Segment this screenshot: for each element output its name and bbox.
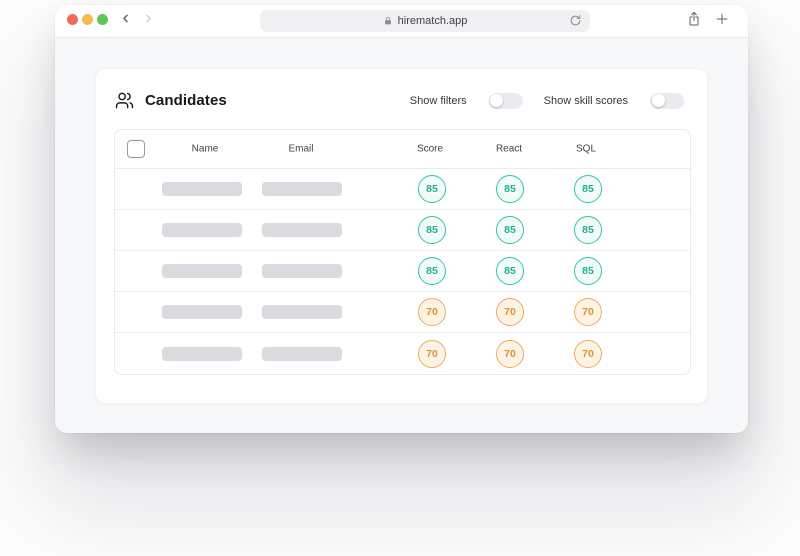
show-skill-scores-control: Show skill scores — [543, 92, 684, 109]
candidates-card: Candidates Show filters Show skill score… — [95, 68, 708, 404]
share-button[interactable] — [685, 11, 702, 32]
column-header-name: Name — [191, 143, 219, 155]
sql-score-badge: 85 — [574, 257, 602, 285]
sql-score-badge: 85 — [574, 175, 602, 203]
chevron-left-icon — [119, 12, 132, 30]
sql-score-badge: 70 — [574, 339, 602, 368]
score-badge: 70 — [418, 339, 446, 368]
table-row[interactable]: 85 85 85 — [115, 210, 690, 251]
score-badge: 85 — [418, 257, 446, 285]
show-skill-scores-toggle[interactable] — [650, 92, 684, 109]
share-icon — [686, 11, 702, 32]
name-placeholder — [162, 223, 242, 237]
email-placeholder — [262, 264, 342, 278]
refresh-button[interactable] — [569, 14, 583, 28]
show-filters-control: Show filters — [409, 92, 523, 109]
score-badge: 85 — [418, 175, 446, 203]
minimize-window-button[interactable] — [82, 14, 93, 25]
show-filters-label: Show filters — [409, 94, 467, 107]
name-placeholder — [162, 182, 242, 196]
zoom-window-button[interactable] — [97, 14, 108, 25]
show-skill-scores-label: Show skill scores — [543, 94, 628, 107]
card-header: Candidates Show filters Show skill score… — [96, 69, 707, 110]
column-header-email: Email — [288, 143, 314, 155]
browser-window: hirematch.app Can — [55, 5, 748, 433]
react-score-badge: 70 — [496, 339, 524, 368]
sql-score-badge: 85 — [574, 216, 602, 244]
react-score-badge: 70 — [496, 298, 524, 326]
score-badge: 85 — [418, 216, 446, 244]
browser-toolbar: hirematch.app — [55, 5, 748, 38]
column-header-sql: SQL — [575, 143, 597, 155]
column-header-react: React — [495, 143, 523, 155]
column-header-score: Score — [416, 143, 444, 155]
select-all-checkbox[interactable] — [127, 140, 145, 158]
new-tab-button[interactable] — [713, 13, 730, 30]
forward-button[interactable] — [139, 12, 157, 30]
lock-icon — [383, 16, 393, 26]
score-badge: 70 — [418, 298, 446, 326]
react-score-badge: 85 — [496, 257, 524, 285]
react-score-badge: 85 — [496, 175, 524, 203]
toggle-knob — [490, 94, 504, 107]
email-placeholder — [262, 223, 342, 237]
users-icon — [115, 91, 134, 110]
table-row[interactable]: 85 85 85 — [115, 251, 690, 292]
back-button[interactable] — [116, 12, 134, 30]
chevron-right-icon — [142, 12, 155, 30]
name-placeholder — [162, 305, 242, 319]
table-row[interactable]: 70 70 70 — [115, 292, 690, 333]
table-row[interactable]: 85 85 85 — [115, 169, 690, 210]
email-placeholder — [262, 346, 342, 361]
close-window-button[interactable] — [67, 14, 78, 25]
react-score-badge: 85 — [496, 216, 524, 244]
email-placeholder — [262, 182, 342, 196]
candidates-table: Name Email Score React SQL 85 85 85 85 — [114, 129, 691, 375]
plus-icon — [714, 11, 730, 32]
window-controls — [67, 14, 108, 25]
name-placeholder — [162, 264, 242, 278]
sql-score-badge: 70 — [574, 298, 602, 326]
toggle-knob — [651, 94, 665, 107]
table-header-row: Name Email Score React SQL — [115, 130, 690, 169]
name-placeholder — [162, 346, 242, 361]
table-row[interactable]: 70 70 70 — [115, 333, 690, 374]
show-filters-toggle[interactable] — [488, 92, 523, 109]
page-title: Candidates — [145, 92, 227, 109]
address-bar[interactable]: hirematch.app — [260, 10, 590, 32]
email-placeholder — [262, 305, 342, 319]
url-text: hirematch.app — [397, 15, 468, 27]
